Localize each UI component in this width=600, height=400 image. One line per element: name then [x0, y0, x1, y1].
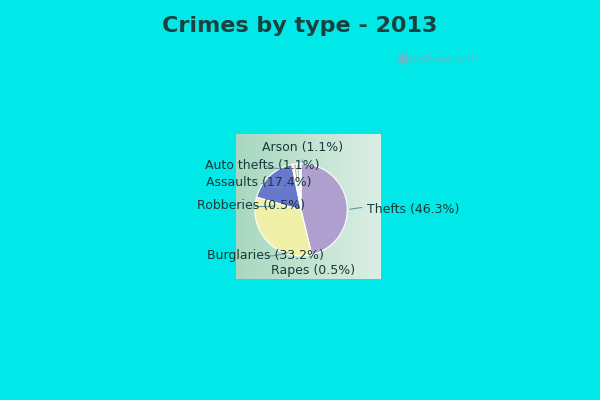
Text: Thefts (46.3%): Thefts (46.3%) [350, 203, 460, 216]
Text: ●: ● [396, 51, 408, 65]
Text: Robberies (0.5%): Robberies (0.5%) [197, 199, 305, 212]
Text: Arson (1.1%): Arson (1.1%) [262, 141, 343, 162]
Text: Auto thefts (1.1%): Auto thefts (1.1%) [205, 158, 319, 172]
Text: Crimes by type - 2013: Crimes by type - 2013 [163, 16, 437, 36]
Text: Assaults (17.4%): Assaults (17.4%) [206, 176, 312, 189]
Wedge shape [299, 164, 301, 210]
Wedge shape [301, 164, 347, 255]
Wedge shape [293, 164, 301, 210]
Wedge shape [292, 164, 301, 210]
Text: Burglaries (33.2%): Burglaries (33.2%) [206, 250, 323, 262]
Wedge shape [296, 164, 301, 210]
Wedge shape [255, 197, 312, 256]
Text: City-Data.com: City-Data.com [398, 53, 478, 63]
Wedge shape [257, 164, 301, 210]
Text: Rapes (0.5%): Rapes (0.5%) [271, 256, 355, 277]
